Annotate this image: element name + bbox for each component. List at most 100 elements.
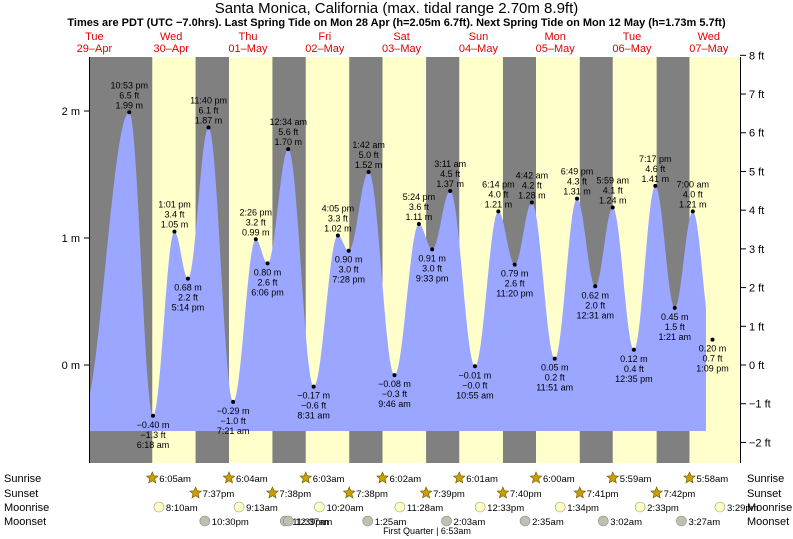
high-tide-label: 0.99 m <box>242 227 270 237</box>
sunrise-icon <box>683 471 696 484</box>
low-tide-label: 6:18 am <box>137 440 170 450</box>
tide-extreme-point <box>366 169 371 174</box>
high-tide-label: 4.5 ft <box>440 169 461 179</box>
tide-extreme-point <box>206 125 211 130</box>
tide-extreme-point <box>346 248 351 253</box>
right-tick-label: 2 ft <box>749 283 764 295</box>
sunrise-icon <box>299 471 313 484</box>
day-date-label: 29–Apr <box>77 43 113 55</box>
day-date-label: 04–May <box>459 43 499 55</box>
low-tide-label: 0.62 m <box>581 290 609 300</box>
high-tide-label: 1.21 m <box>679 199 707 209</box>
day-date-label: 03–May <box>382 43 422 55</box>
low-tide-label: 12:35 pm <box>615 374 653 384</box>
tide-extreme-point <box>496 209 501 214</box>
high-tide-label: 1.02 m <box>324 223 352 233</box>
low-tide-label: 2.2 ft <box>178 293 199 303</box>
sunset-icon <box>496 486 510 499</box>
right-tick-label: 5 ft <box>749 166 764 178</box>
high-tide-label: 1.11 m <box>405 212 432 222</box>
sunrise-icon <box>452 471 466 484</box>
low-tide-label: 0.80 m <box>254 267 282 277</box>
day-date-label: 06–May <box>612 43 652 55</box>
high-tide-label: 6:49 pm <box>561 167 594 177</box>
tide-area <box>90 112 706 432</box>
chart-title: Santa Monica, California (max. tidal ran… <box>214 0 579 17</box>
low-tide-label: −0.17 m <box>297 391 330 401</box>
moon-phase-label: First Quarter | 6:53am <box>383 526 471 536</box>
high-tide-label: 4.6 ft <box>645 164 666 174</box>
high-tide-label: 4.1 ft <box>603 186 624 196</box>
sunrise-row-label-right: Sunrise <box>747 473 784 485</box>
sunset-icon <box>573 486 587 499</box>
moonrise-icon <box>233 501 245 513</box>
low-tide-label: −0.6 ft <box>301 401 327 411</box>
moonrise-time: 11:28am <box>407 503 443 514</box>
moonrise-icon <box>153 501 165 513</box>
moonset-icon <box>519 515 531 527</box>
high-tide-label: 5:59 am <box>596 176 629 186</box>
low-tide-label: 0.68 m <box>174 283 202 293</box>
tide-extreme-point <box>185 276 190 281</box>
right-tick-label: 3 ft <box>749 244 764 256</box>
low-tide-label: −0.3 ft <box>382 389 408 399</box>
high-tide-label: 5.6 ft <box>278 127 299 137</box>
sunset-icon <box>342 486 356 499</box>
tide-curve <box>90 112 706 432</box>
tide-extreme-point <box>127 110 132 115</box>
day-date-label: 30–Apr <box>153 43 189 55</box>
tide-extreme-point <box>552 356 557 361</box>
tide-extreme-point <box>631 347 636 352</box>
high-tide-label: 1.41 m <box>642 174 670 184</box>
high-tide-label: 4.0 ft <box>683 189 704 199</box>
high-tide-label: 1.52 m <box>355 160 383 170</box>
low-tide-label: 8:31 am <box>297 411 330 421</box>
low-tide-label: 0.45 m <box>661 312 689 322</box>
tide-extreme-point <box>653 183 658 188</box>
high-tide-label: 4.3 ft <box>567 177 588 187</box>
day-name-label: Tue <box>85 31 104 43</box>
moonset-icon <box>598 515 609 527</box>
day-date-label: 02–May <box>305 43 345 55</box>
sunset-time: 7:38pm <box>279 489 311 500</box>
day-name-label: Wed <box>698 31 720 43</box>
day-name-label: Mon <box>544 31 565 43</box>
moonrise-time: 2:33pm <box>647 503 679 514</box>
low-tide-label: 0.05 m <box>541 363 569 373</box>
high-tide-label: 1.99 m <box>115 100 143 110</box>
low-tide-label: 9:46 am <box>378 399 411 409</box>
tide-extreme-point <box>335 233 340 238</box>
high-tide-label: 2:26 pm <box>240 207 273 217</box>
tide-extreme-point <box>416 222 421 227</box>
day-name-label: Sun <box>469 31 489 43</box>
tide-extreme-point <box>253 237 258 242</box>
low-tide-label: 1:21 am <box>658 332 691 342</box>
sunrise-time: 5:59am <box>620 474 652 485</box>
left-tick-label: 2 m <box>62 106 80 118</box>
moonrise-icon <box>634 501 646 513</box>
low-tide-label: −1.3 ft <box>140 430 166 440</box>
high-tide-label: 6.5 ft <box>119 90 140 100</box>
low-tide-label: 6:06 pm <box>251 287 284 297</box>
low-tide-label: 0.2 ft <box>545 373 566 383</box>
sunset-time: 7:41pm <box>587 489 619 500</box>
low-tide-label: 1.5 ft <box>665 322 686 332</box>
low-tide-label: −0.01 m <box>459 370 492 380</box>
moonrise-icon <box>394 501 406 513</box>
sunrise-row-label-left: Sunrise <box>4 473 41 485</box>
tide-extreme-point <box>392 373 397 378</box>
low-tide-label: 0.20 m <box>699 344 727 354</box>
high-tide-label: 10:53 pm <box>110 80 148 90</box>
moonset-row-label-left: Moonset <box>4 516 46 528</box>
low-tide-label: 0.90 m <box>335 255 363 265</box>
high-tide-label: 1.21 m <box>485 199 513 209</box>
high-tide-label: 1:01 pm <box>158 200 191 210</box>
sun-moon-rows: Sunrise Sunrise Sunset Sunset Moonrise Moonri… <box>4 471 792 536</box>
sunset-icon <box>189 486 203 499</box>
low-tide-label: 10:55 am <box>456 390 494 400</box>
sunrise-time: 6:02am <box>390 474 422 485</box>
high-tide-label: 5.0 ft <box>359 150 380 160</box>
high-tide-label: 1.70 m <box>274 137 302 147</box>
